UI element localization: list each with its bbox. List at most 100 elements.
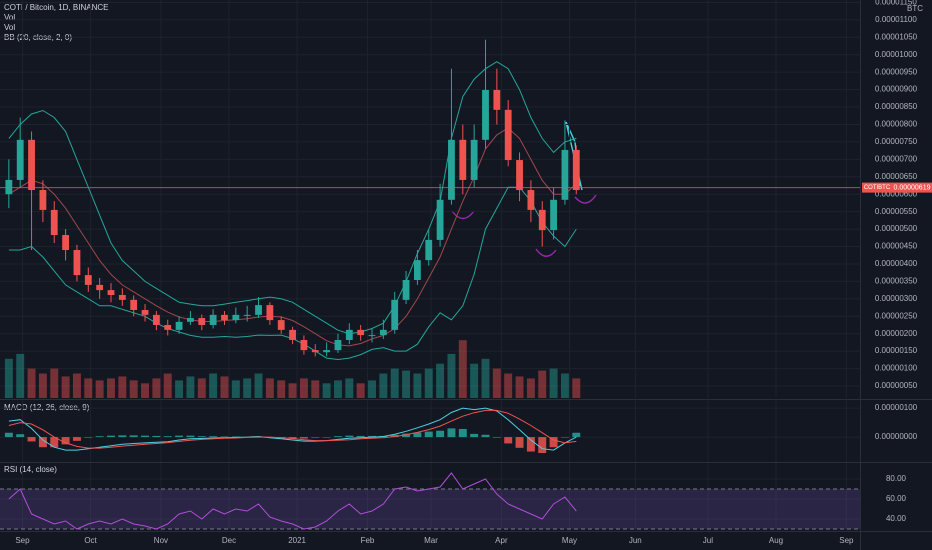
y-tick-label: 0.00000400 — [875, 259, 918, 268]
candle-body — [345, 329, 353, 340]
candle-body — [516, 160, 523, 191]
candle-body — [402, 280, 410, 300]
y-tick-label: 0.00000950 — [875, 67, 918, 76]
chart-title: COTI / Bitcoin, 1D, BINANCE — [4, 3, 108, 12]
macd-histogram-bar — [299, 437, 308, 439]
x-tick-label: Oct — [84, 536, 97, 545]
volume-bar — [84, 378, 93, 398]
candle-body — [243, 314, 251, 316]
candle-body — [28, 139, 35, 191]
macd-histogram-bar — [27, 437, 36, 442]
macd-histogram-bar — [16, 434, 25, 438]
macd-histogram-bar — [538, 437, 547, 454]
candle-body — [221, 314, 228, 321]
y-tick-label: 60.00 — [886, 494, 907, 503]
y-tick-label: 0.00000450 — [875, 242, 918, 251]
volume-bar — [50, 368, 59, 398]
candle-body — [413, 260, 421, 281]
y-tick-label: 0.00000650 — [875, 172, 918, 181]
candle-body — [334, 339, 342, 351]
volume-bar — [107, 378, 115, 398]
macd-histogram-bar — [220, 436, 229, 438]
volume-bar — [470, 363, 479, 398]
candle-body — [141, 309, 149, 315]
candle-body — [311, 350, 319, 353]
macd-histogram-bar — [72, 437, 81, 441]
candle-body — [368, 335, 376, 337]
volume-bar — [72, 373, 81, 398]
drawing-arc — [535, 248, 557, 257]
macd-histogram-bar — [163, 436, 172, 438]
y-tick-label: 0.00000700 — [875, 154, 918, 163]
x-tick-label: Sep — [15, 536, 30, 545]
volume-bar — [390, 368, 399, 398]
volume-bar — [368, 380, 376, 398]
candle-body — [118, 294, 126, 300]
candle-body — [96, 284, 104, 291]
macd-histogram-bar — [549, 437, 558, 448]
y-tick-label: 0.00000350 — [875, 277, 918, 286]
y-tick-label: 0.00000600 — [875, 189, 918, 198]
macd-histogram-bar — [572, 432, 581, 438]
macd-histogram-bar — [413, 432, 422, 438]
pane-title: RSI (14, close) — [4, 465, 57, 474]
x-tick-label: Dec — [222, 536, 236, 545]
candle-body — [448, 139, 455, 200]
volume-bar — [402, 370, 411, 398]
volume-bar — [95, 380, 104, 398]
macd-histogram-bar — [560, 437, 569, 438]
candle-body — [504, 109, 512, 161]
candle-body — [130, 299, 138, 310]
volume-bar — [38, 373, 47, 398]
y-tick-label: 0.00000300 — [875, 294, 918, 303]
volume-bar — [186, 376, 195, 398]
macd-histogram-bar — [470, 433, 479, 438]
axis-unit: BTC — [907, 4, 923, 13]
macd-line — [8, 407, 577, 451]
candle-body — [175, 321, 183, 330]
macd-histogram-bar — [288, 437, 297, 439]
volume-bar — [311, 380, 320, 398]
macd-histogram-bar — [209, 436, 218, 438]
candle-body — [39, 190, 47, 210]
x-tick-label: May — [562, 536, 577, 545]
macd-histogram-bar — [175, 435, 184, 438]
volume-bar — [163, 373, 172, 398]
macd-histogram-bar — [4, 432, 13, 438]
candle-body — [436, 199, 444, 240]
volume-bar — [538, 370, 547, 398]
volume-bar — [129, 380, 138, 398]
macd-histogram-bar — [481, 434, 490, 438]
volume-bar — [197, 378, 206, 398]
candle-body — [459, 139, 467, 180]
candle-body — [62, 235, 69, 251]
candle-body — [277, 320, 285, 330]
candle-body — [300, 339, 308, 351]
symbol-badge — [862, 182, 892, 193]
volume-bar — [356, 383, 365, 398]
y-tick-label: 0.00000500 — [875, 224, 918, 233]
candle-body — [209, 314, 217, 325]
macd-histogram-bar — [424, 431, 433, 438]
candle-body — [391, 299, 399, 330]
volume-bar — [265, 378, 274, 398]
signal-line — [8, 409, 577, 449]
y-tick-label: 0.00000100 — [875, 364, 918, 373]
candle-body — [357, 329, 365, 336]
candle-body — [107, 290, 115, 295]
x-tick-label: Mar — [424, 536, 438, 545]
macd-histogram-bar — [84, 437, 93, 438]
volume-bar — [209, 373, 218, 398]
macd-histogram-bar — [107, 435, 115, 438]
macd-histogram-bar — [492, 437, 501, 438]
volume-bar — [152, 378, 161, 398]
y-tick-label: 0.00000550 — [875, 207, 918, 216]
volume-bar — [141, 383, 150, 398]
candle-body — [470, 139, 478, 180]
y-tick-label: 40.00 — [886, 514, 907, 523]
macd-histogram-bar — [95, 436, 104, 438]
y-tick-label: 0.00000800 — [875, 120, 918, 129]
